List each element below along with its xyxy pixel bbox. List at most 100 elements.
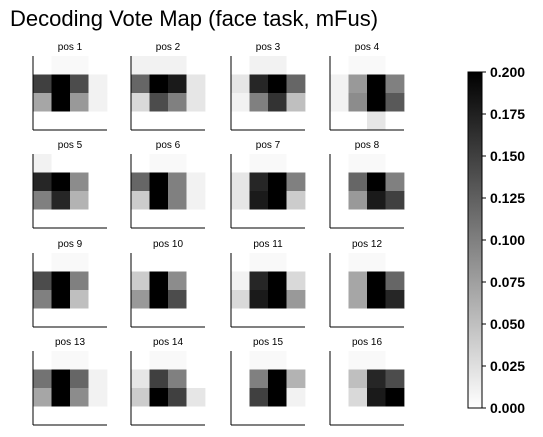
heatmap-cell [149, 191, 169, 210]
heatmap-cell [385, 308, 405, 328]
heatmap-cell [286, 172, 306, 192]
heatmap-cell [348, 388, 368, 407]
heatmap-cell [286, 308, 306, 328]
heatmap-cell [367, 406, 386, 426]
heatmap-cell [131, 308, 150, 328]
heatmap-cell [286, 253, 306, 272]
heatmap-cell [186, 308, 206, 328]
heatmap-cell [268, 154, 287, 173]
heatmap-cell [88, 154, 108, 173]
heatmap-cell [33, 351, 52, 370]
heatmap-cell [168, 74, 187, 94]
heatmap-cell [367, 308, 386, 328]
heatmap-cell [268, 209, 287, 229]
colorbar-tick-label: 0.100 [490, 232, 525, 248]
heatmap-cell [367, 56, 386, 75]
heatmap-cell [231, 191, 250, 210]
heatmap-cell [385, 369, 405, 389]
heatmap-cell [168, 308, 187, 328]
heatmap-cell [88, 111, 108, 131]
heatmap-cell [70, 351, 89, 370]
panel-title: pos 10 [153, 239, 183, 250]
heatmap-cell [186, 253, 206, 272]
heatmap-cell [367, 351, 386, 370]
heatmap-cell [268, 369, 287, 389]
heatmap-cell [131, 209, 150, 229]
heatmap-cell [367, 271, 386, 291]
heatmap-cell [249, 253, 269, 272]
heatmap-cell [88, 351, 108, 370]
heatmap-cell [70, 172, 89, 192]
panel-title: pos 8 [355, 140, 380, 151]
colorbar-tick-label: 0.075 [490, 274, 525, 290]
heatmap-cell [231, 253, 250, 272]
heatmap-cell [131, 191, 150, 210]
heatmap-cell [286, 290, 306, 309]
colorbar-tick-label: 0.000 [490, 400, 525, 416]
colorbar-tick-label: 0.150 [490, 148, 525, 164]
heatmap-cell [88, 56, 108, 75]
heatmap-cell [367, 172, 386, 192]
heatmap-cell [231, 154, 250, 173]
heatmap-cell [268, 253, 287, 272]
heatmap-cell [149, 351, 169, 370]
heatmap-cell [149, 308, 169, 328]
heatmap-cell [51, 93, 71, 112]
heatmap-cell [186, 406, 206, 426]
heatmap-cell [231, 74, 250, 94]
heatmap-cell [231, 290, 250, 309]
heatmap-cell [348, 154, 368, 173]
heatmap-cell [168, 111, 187, 131]
heatmap-cell [367, 369, 386, 389]
heatmap-cell [385, 351, 405, 370]
heatmap-cell [168, 369, 187, 389]
heatmap-cell [330, 191, 349, 210]
colorbar-tick-label: 0.125 [490, 190, 525, 206]
heatmap-cell [348, 369, 368, 389]
heatmap-cell [249, 308, 269, 328]
panel-title: pos 7 [256, 140, 281, 151]
heatmap-cell [330, 172, 349, 192]
heatmap-cell [33, 74, 52, 94]
heatmap-cell [186, 290, 206, 309]
panel-title: pos 3 [256, 42, 281, 53]
heatmap-cell [149, 388, 169, 407]
heatmap-cell [131, 172, 150, 192]
heatmap-cell [348, 56, 368, 75]
heatmap-cell [367, 74, 386, 94]
heatmap-cell [51, 388, 71, 407]
heatmap-cell [348, 406, 368, 426]
heatmap-cell [268, 351, 287, 370]
heatmap-cell [186, 271, 206, 291]
heatmap-cell [348, 172, 368, 192]
heatmap-cell [51, 74, 71, 94]
heatmap-cell [231, 351, 250, 370]
heatmap-cell [149, 253, 169, 272]
heatmap-cell [51, 172, 71, 192]
heatmap-cell [70, 191, 89, 210]
heatmap-cell [231, 172, 250, 192]
heatmap-cell [330, 271, 349, 291]
heatmap-cell [186, 172, 206, 192]
heatmap-cell [330, 351, 349, 370]
heatmap-cell [367, 191, 386, 210]
panel-title: pos 15 [253, 337, 283, 348]
heatmap-cell [286, 351, 306, 370]
panel-title: pos 14 [153, 337, 183, 348]
heatmap-cell [348, 290, 368, 309]
heatmap-cell [330, 56, 349, 75]
heatmap-cell [70, 290, 89, 309]
figure-title: Decoding Vote Map (face task, mFus) [10, 6, 379, 31]
heatmap-cell [249, 191, 269, 210]
heatmap-cell [268, 191, 287, 210]
heatmap-cell [330, 209, 349, 229]
heatmap-cell [131, 93, 150, 112]
heatmap-cell [385, 191, 405, 210]
heatmap-cell [186, 191, 206, 210]
heatmap-cell [249, 369, 269, 389]
heatmap-cell [249, 271, 269, 291]
heatmap-cell [330, 154, 349, 173]
heatmap-cell [131, 351, 150, 370]
heatmap-cell [231, 111, 250, 131]
heatmap-cell [385, 154, 405, 173]
